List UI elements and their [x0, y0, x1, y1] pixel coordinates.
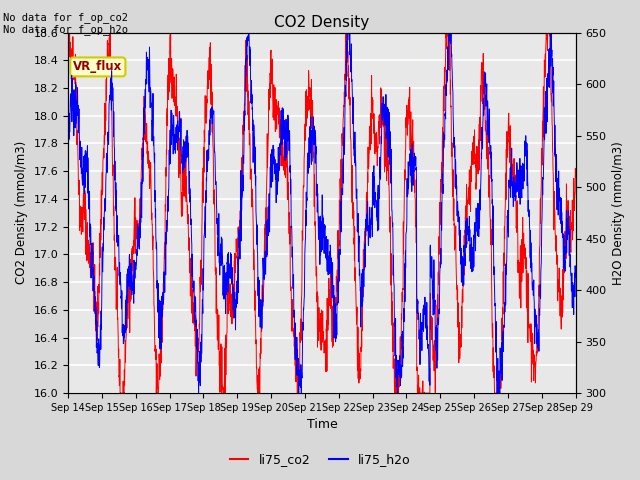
li75_h2o: [527, 268, 535, 274]
li75_co2: [337, 203, 344, 208]
li75_co2: [527, 329, 535, 335]
li75_co2: [206, 59, 214, 64]
Y-axis label: CO2 Density (mmol/m3): CO2 Density (mmol/m3): [15, 141, 28, 285]
li75_h2o: [541, 108, 549, 114]
li75_h2o: [470, 242, 477, 248]
Legend: li75_co2, li75_h2o: li75_co2, li75_h2o: [225, 448, 415, 471]
li75_h2o: [195, 390, 202, 396]
li75_h2o: [206, 132, 214, 138]
li75_co2: [64, 58, 72, 64]
li75_co2: [572, 174, 579, 180]
li75_h2o: [337, 198, 344, 204]
Y-axis label: H2O Density (mmol/m3): H2O Density (mmol/m3): [612, 141, 625, 285]
Line: li75_co2: li75_co2: [68, 33, 575, 393]
li75_h2o: [245, 19, 253, 25]
Text: VR_flux: VR_flux: [73, 60, 122, 73]
Text: No data for f_op_co2
No data for f_op_h2o: No data for f_op_co2 No data for f_op_h2…: [3, 12, 128, 36]
li75_h2o: [64, 175, 72, 180]
li75_co2: [116, 390, 124, 396]
Line: li75_h2o: li75_h2o: [68, 22, 575, 393]
li75_co2: [348, 177, 355, 182]
li75_h2o: [348, 78, 355, 84]
X-axis label: Time: Time: [307, 419, 337, 432]
li75_co2: [66, 30, 74, 36]
li75_co2: [541, 51, 549, 57]
li75_h2o: [572, 274, 579, 280]
li75_co2: [470, 161, 477, 167]
Title: CO2 Density: CO2 Density: [275, 15, 369, 30]
